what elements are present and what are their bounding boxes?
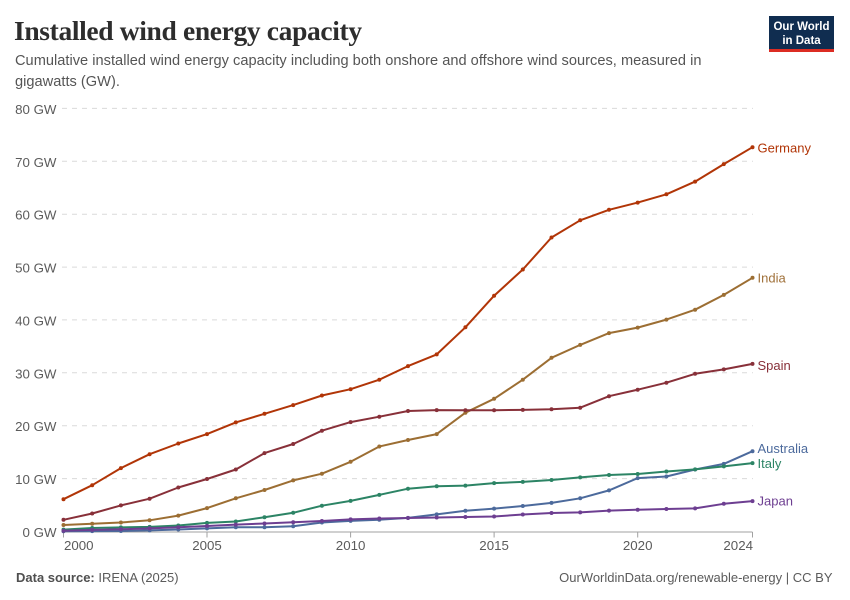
svg-text:2020: 2020 <box>623 538 653 553</box>
svg-text:Spain: Spain <box>758 358 791 373</box>
svg-text:2000: 2000 <box>64 538 94 553</box>
svg-text:10 GW: 10 GW <box>15 472 57 487</box>
svg-text:Germany: Germany <box>758 141 812 156</box>
svg-text:India: India <box>758 271 787 286</box>
svg-text:2010: 2010 <box>336 538 366 553</box>
svg-text:80 GW: 80 GW <box>15 102 57 117</box>
svg-text:60 GW: 60 GW <box>15 208 57 223</box>
svg-text:Japan: Japan <box>758 494 793 509</box>
svg-text:Italy: Italy <box>758 456 782 471</box>
svg-text:Australia: Australia <box>758 441 809 456</box>
svg-text:2005: 2005 <box>192 538 222 553</box>
svg-text:20 GW: 20 GW <box>15 419 57 434</box>
svg-text:40 GW: 40 GW <box>15 313 57 328</box>
svg-text:70 GW: 70 GW <box>15 155 57 170</box>
svg-text:2024: 2024 <box>723 538 753 553</box>
svg-text:30 GW: 30 GW <box>15 366 57 381</box>
svg-text:2015: 2015 <box>479 538 509 553</box>
svg-text:50 GW: 50 GW <box>15 261 57 276</box>
svg-text:0 GW: 0 GW <box>23 525 57 540</box>
